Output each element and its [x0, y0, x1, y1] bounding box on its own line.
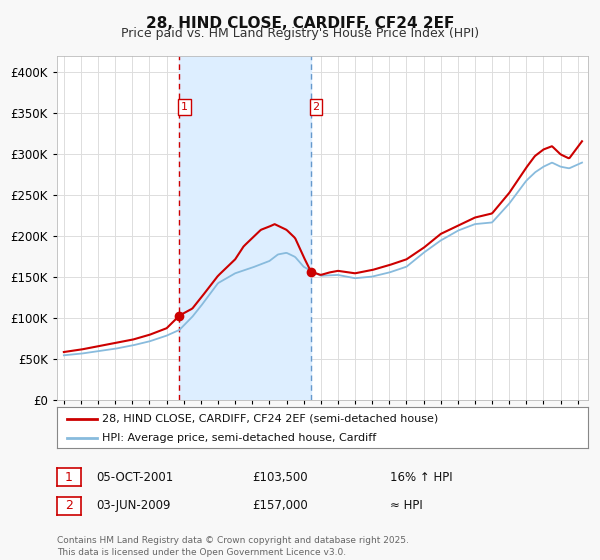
Text: 05-OCT-2001: 05-OCT-2001	[96, 470, 173, 484]
Text: £103,500: £103,500	[252, 470, 308, 484]
Text: 28, HIND CLOSE, CARDIFF, CF24 2EF (semi-detached house): 28, HIND CLOSE, CARDIFF, CF24 2EF (semi-…	[102, 414, 439, 423]
Text: 2: 2	[65, 499, 73, 512]
Text: ≈ HPI: ≈ HPI	[390, 499, 423, 512]
Text: 16% ↑ HPI: 16% ↑ HPI	[390, 470, 452, 484]
Text: 28, HIND CLOSE, CARDIFF, CF24 2EF: 28, HIND CLOSE, CARDIFF, CF24 2EF	[146, 16, 454, 31]
Text: 2: 2	[313, 102, 320, 112]
Text: HPI: Average price, semi-detached house, Cardiff: HPI: Average price, semi-detached house,…	[102, 433, 376, 443]
Text: £157,000: £157,000	[252, 499, 308, 512]
Text: Contains HM Land Registry data © Crown copyright and database right 2025.
This d: Contains HM Land Registry data © Crown c…	[57, 536, 409, 557]
Bar	[179, 56, 311, 400]
Text: 1: 1	[181, 102, 188, 112]
Text: Price paid vs. HM Land Registry's House Price Index (HPI): Price paid vs. HM Land Registry's House …	[121, 27, 479, 40]
Text: 1: 1	[65, 470, 73, 484]
Text: 03-JUN-2009: 03-JUN-2009	[96, 499, 170, 512]
